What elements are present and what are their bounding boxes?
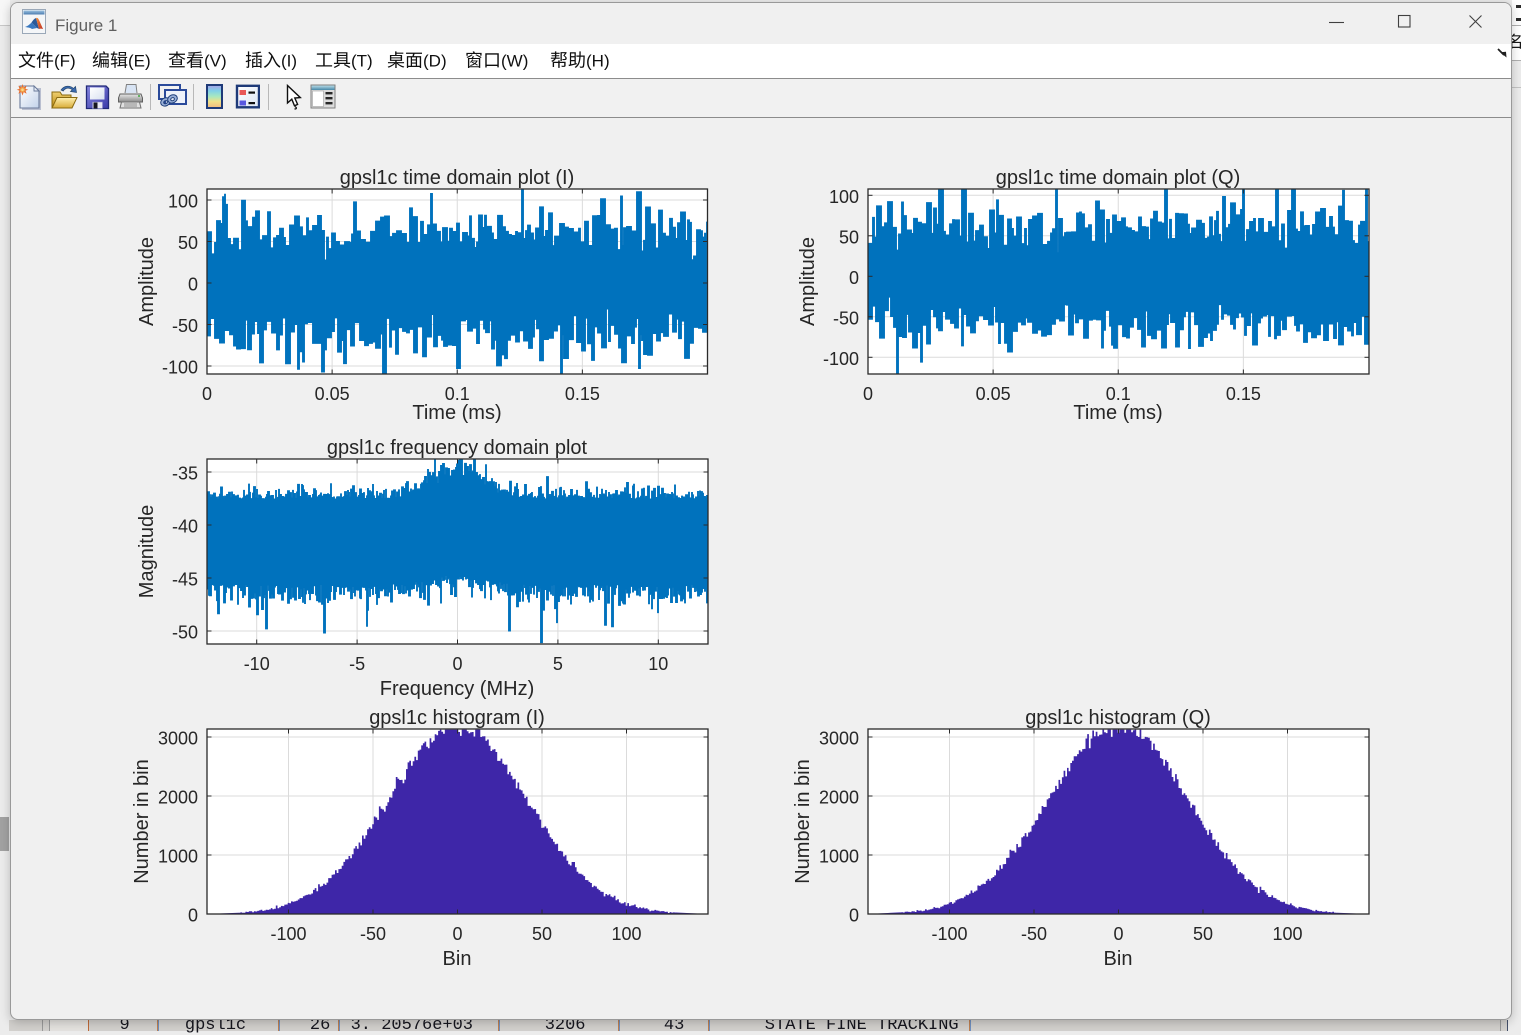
svg-text:(V): (V) — [204, 51, 227, 70]
svg-text:(F): (F) — [54, 51, 76, 70]
svg-text:(W): (W) — [501, 51, 528, 70]
svg-text:(E): (E) — [128, 51, 151, 70]
svg-text:(I): (I) — [281, 51, 297, 70]
svg-text:(H): (H) — [586, 51, 610, 70]
svg-text:(D): (D) — [423, 51, 447, 70]
svg-text:(T): (T) — [351, 51, 373, 70]
